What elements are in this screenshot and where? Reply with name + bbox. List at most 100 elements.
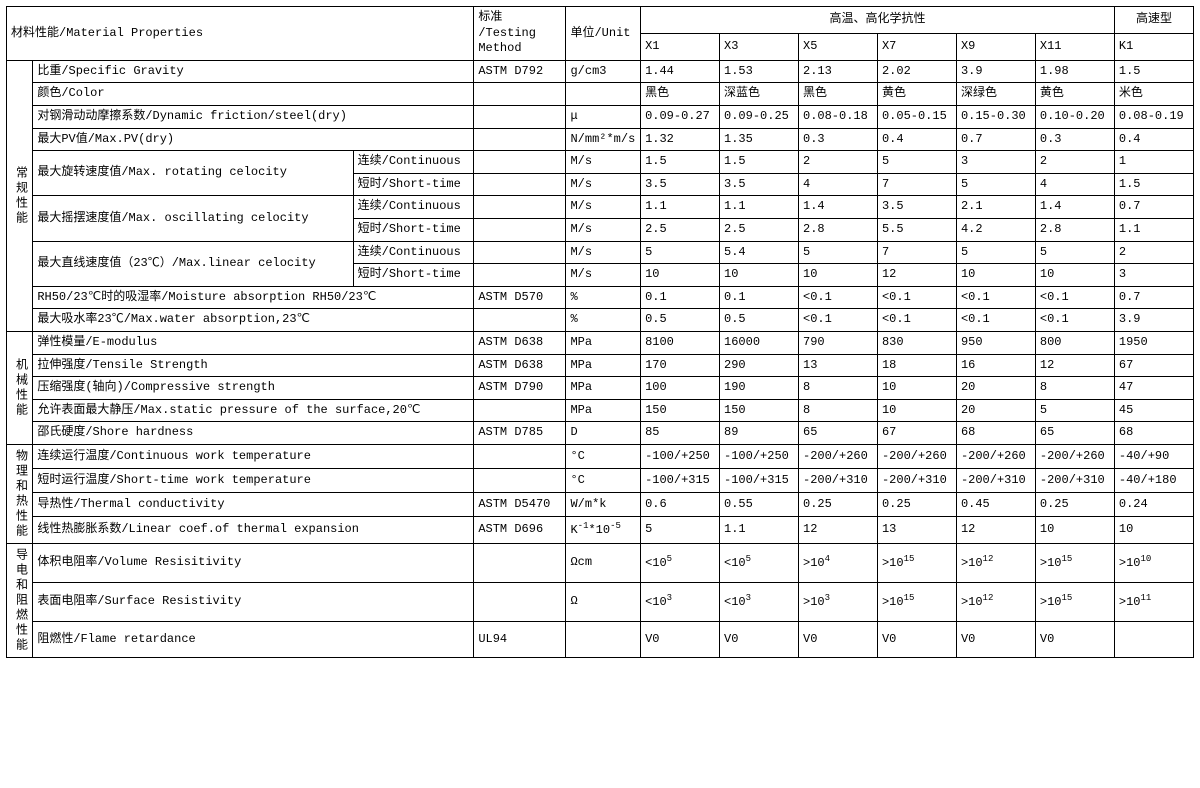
category-elec: 导电和阻燃性能 [7,543,33,657]
table-row: 线性热膨胀系数/Linear coef.of thermal expansion… [7,517,1194,543]
table-cell: 5 [956,173,1035,196]
table-cell: 4 [1035,173,1114,196]
table-cell: 1.5 [1114,60,1193,83]
table-cell: V0 [1035,621,1114,657]
table-cell: -200/+310 [877,469,956,493]
table-cell: 800 [1035,331,1114,354]
unit [566,83,641,106]
table-row: 物理和热性能连续运行温度/Continuous work temperature… [7,444,1194,468]
table-cell: 2 [1114,241,1193,264]
testing-method [474,151,566,174]
table-cell: 3 [1114,264,1193,287]
property-label: 邵氏硬度/Shore hardness [33,422,474,445]
table-cell: 68 [956,422,1035,445]
table-row: RH50/23℃时的吸湿率/Moisture absorption RH50/2… [7,286,1194,309]
table-cell: 0.10-0.20 [1035,105,1114,128]
table-row: 邵氏硬度/Shore hardnessASTM D785D85896567686… [7,422,1194,445]
col-x1: X1 [641,33,720,60]
table-cell: 10 [877,377,956,400]
unit: M/s [566,151,641,174]
table-cell: 16 [956,354,1035,377]
testing-method [474,83,566,106]
table-cell: V0 [956,621,1035,657]
property-label: 拉伸强度/Tensile Strength [33,354,474,377]
col-unit: 单位/Unit [566,7,641,61]
unit: Ω [566,582,641,621]
table-cell: <0.1 [799,309,878,332]
table-cell: 0.5 [641,309,720,332]
table-cell: 3.9 [956,60,1035,83]
property-label: 允许表面最大静压/Max.static pressure of the surf… [33,399,474,422]
unit: M/s [566,218,641,241]
col-x3: X3 [720,33,799,60]
table-cell: 18 [877,354,956,377]
table-row: 最大直线速度值（23℃）/Max.linear celocity连续/Conti… [7,241,1194,264]
table-cell: -200/+260 [1035,444,1114,468]
property-label: 连续运行温度/Continuous work temperature [33,444,474,468]
property-label: 最大直线速度值（23℃）/Max.linear celocity [33,241,353,286]
property-label: 压缩强度(轴向)/Compressive strength [33,377,474,400]
col-x5: X5 [799,33,878,60]
table-cell: 5 [1035,399,1114,422]
unit: g/cm3 [566,60,641,83]
table-cell: 1.98 [1035,60,1114,83]
table-cell: >1015 [877,582,956,621]
unit: MPa [566,399,641,422]
table-cell: 0.25 [799,493,878,517]
table-cell: 10 [1035,517,1114,543]
table-cell: -100/+315 [641,469,720,493]
table-cell: 5 [641,517,720,543]
table-cell: 150 [641,399,720,422]
table-cell: 5 [877,151,956,174]
testing-method [474,196,566,219]
table-cell: 67 [1114,354,1193,377]
table-cell: V0 [641,621,720,657]
col-x9: X9 [956,33,1035,60]
table-cell: 950 [956,331,1035,354]
unit: M/s [566,264,641,287]
table-cell: 0.55 [720,493,799,517]
property-label: 颜色/Color [33,83,474,106]
table-cell: 85 [641,422,720,445]
testing-method [474,399,566,422]
table-row: 常规性能比重/Specific GravityASTM D792g/cm31.4… [7,60,1194,83]
table-cell: 1.32 [641,128,720,151]
table-cell: V0 [877,621,956,657]
table-cell: -200/+310 [1035,469,1114,493]
table-cell: V0 [720,621,799,657]
table-cell: 2.5 [720,218,799,241]
table-cell: 5.4 [720,241,799,264]
table-cell: 0.24 [1114,493,1193,517]
table-row: 阻燃性/Flame retardanceUL94V0V0V0V0V0V0 [7,621,1194,657]
table-cell: 3.9 [1114,309,1193,332]
testing-method [474,469,566,493]
table-cell: <0.1 [1035,309,1114,332]
table-cell: 170 [641,354,720,377]
table-cell: >1011 [1114,582,1193,621]
property-label: 对钢滑动动摩擦系数/Dynamic friction/steel(dry) [33,105,474,128]
table-cell: >1012 [956,582,1035,621]
table-cell: 65 [799,422,878,445]
col-material-properties: 材料性能/Material Properties [7,7,474,61]
table-cell: -200/+260 [877,444,956,468]
table-cell: 0.7 [1114,286,1193,309]
table-cell: 2.1 [956,196,1035,219]
table-cell: 67 [877,422,956,445]
col-x7: X7 [877,33,956,60]
category-general: 常规性能 [7,60,33,331]
table-cell: 5 [799,241,878,264]
unit: MPa [566,377,641,400]
table-cell: 2 [1035,151,1114,174]
table-cell: <0.1 [956,309,1035,332]
table-row: 对钢滑动动摩擦系数/Dynamic friction/steel(dry)μ0.… [7,105,1194,128]
unit: MPa [566,354,641,377]
unit: Ωcm [566,543,641,582]
testing-method [474,582,566,621]
table-row: 压缩强度(轴向)/Compressive strengthASTM D790MP… [7,377,1194,400]
material-properties-table: 材料性能/Material Properties 标准 /Testing Met… [6,6,1194,658]
table-cell: 1.44 [641,60,720,83]
table-cell: 1.4 [1035,196,1114,219]
table-cell: 3.5 [641,173,720,196]
table-cell: 20 [956,377,1035,400]
table-cell: 10 [1114,517,1193,543]
